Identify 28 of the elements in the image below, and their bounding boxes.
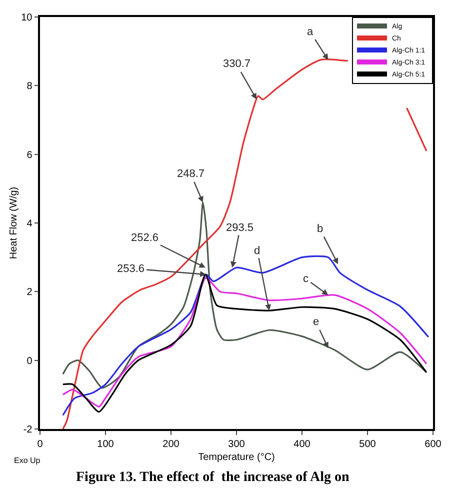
y-axis-title: Heat Flow (W/g) (8, 186, 20, 260)
x-tick-label: 200 (162, 438, 180, 450)
x-tick-label: 600 (424, 438, 442, 450)
annotation: d (254, 245, 260, 257)
x-tick-label: 500 (359, 438, 376, 450)
annotation: 252.6 (131, 232, 159, 244)
y-tick-label: 6 (26, 150, 33, 161)
x-axis-title: Temperature (°C) (198, 452, 275, 463)
annotation: 293.5 (226, 222, 254, 234)
x-tick-label: 100 (97, 438, 114, 450)
y-tick-label: 4 (26, 218, 33, 230)
y-tick-label: 0 (26, 356, 33, 367)
x-tick-label: 300 (228, 438, 246, 450)
annotation: b (317, 223, 324, 235)
annotation: e (313, 316, 320, 328)
x-tick-label: 400 (294, 438, 311, 450)
annotation: c (303, 273, 309, 285)
annotation: 253.6 (117, 263, 145, 275)
caption: Figure 13. The effect of the increase of Alg on (76, 470, 350, 485)
y-tick-label: 10 (21, 12, 33, 24)
y-tick-label: 2 (26, 287, 33, 298)
annotation: a (307, 26, 314, 38)
y-tick-label: -2 (23, 424, 33, 436)
x-tick-label: 0 (37, 438, 44, 450)
annotation: 248.7 (177, 168, 205, 180)
annotation: 330.7 (223, 58, 251, 70)
text: Exo Up (14, 456, 41, 465)
y-tick-label: 8 (26, 81, 33, 92)
